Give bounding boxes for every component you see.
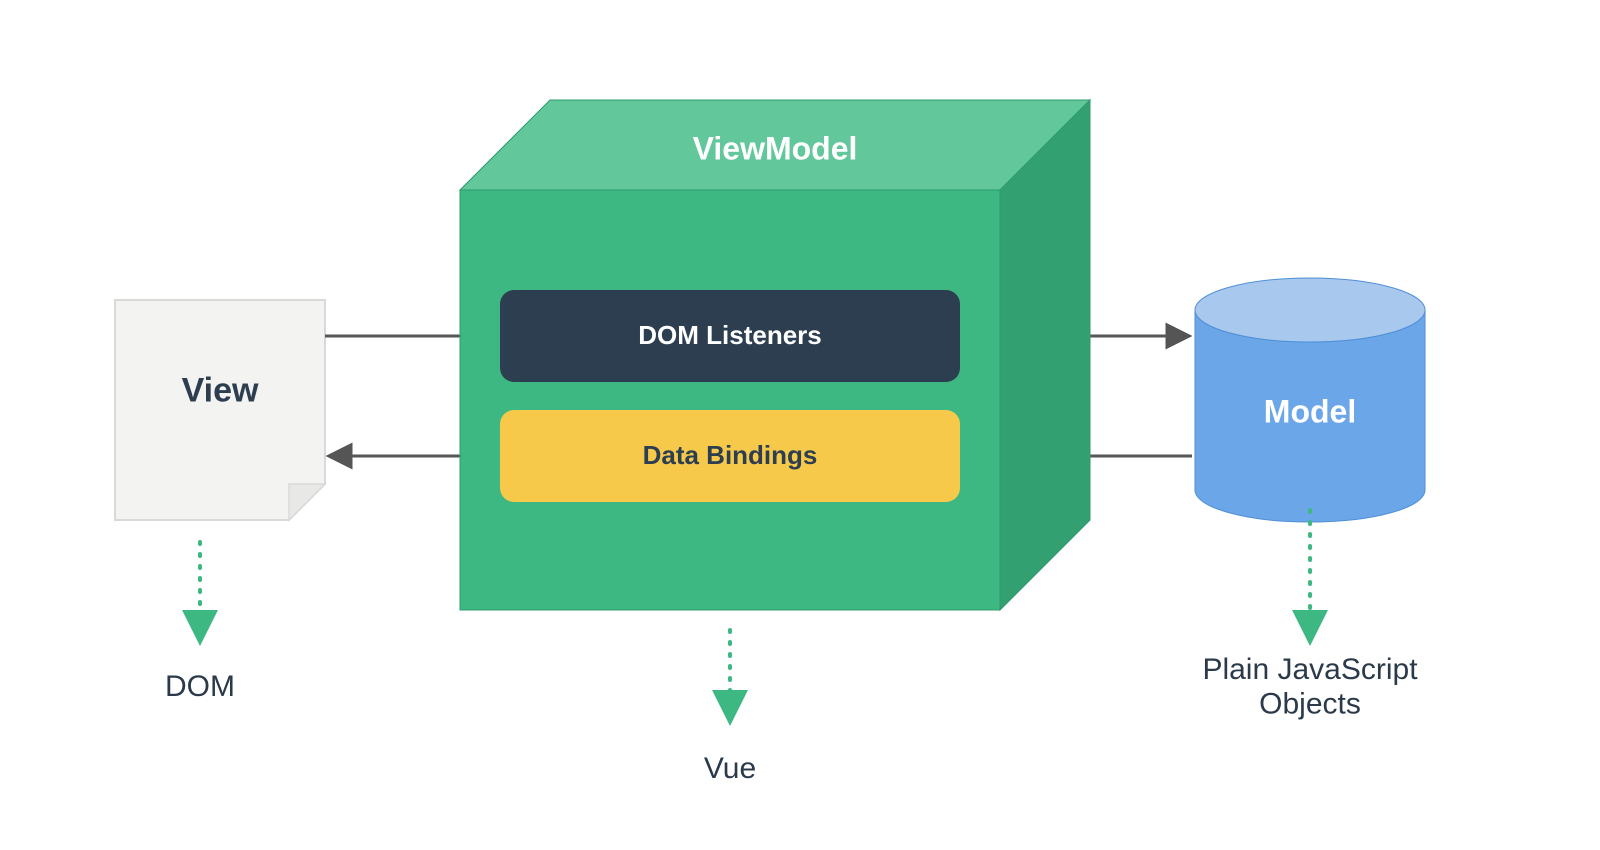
model-node: Model bbox=[1195, 278, 1425, 522]
view-node: View bbox=[115, 300, 325, 520]
sublabel-view_sub: DOM bbox=[165, 670, 235, 703]
sublabel-vm_sub: Vue bbox=[704, 752, 756, 785]
pill-dom_listeners-label: DOM Listeners bbox=[638, 320, 822, 350]
sublabel-model_sub: Plain JavaScriptObjects bbox=[1202, 653, 1418, 721]
model-label: Model bbox=[1264, 393, 1356, 429]
diagram-svg: View ViewModel DOM Listeners Data Bindings M… bbox=[0, 0, 1600, 850]
pill-data_bindings-label: Data Bindings bbox=[643, 440, 818, 470]
viewmodel-node: ViewModel DOM Listeners Data Bindings bbox=[460, 100, 1090, 610]
mvvm-diagram: View ViewModel DOM Listeners Data Bindings M… bbox=[0, 0, 1600, 850]
view-label: View bbox=[182, 371, 259, 409]
viewmodel-title: ViewModel bbox=[693, 130, 858, 166]
